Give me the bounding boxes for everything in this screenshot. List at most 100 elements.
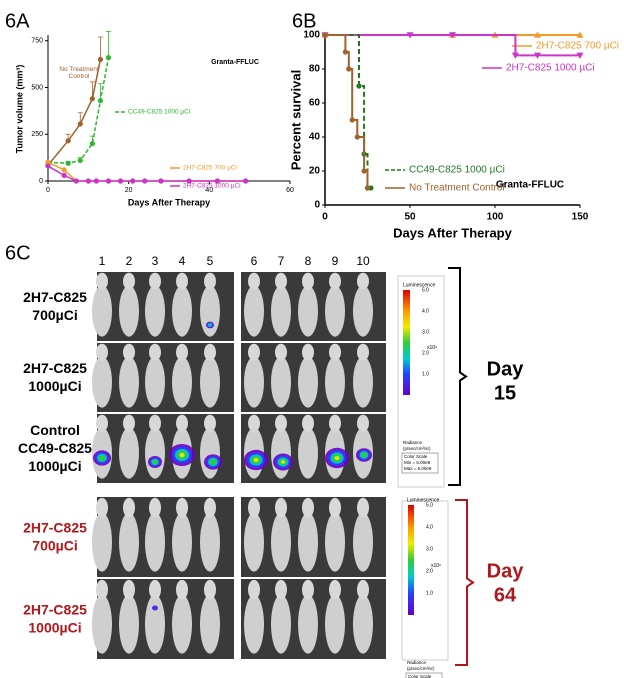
legend-label: CC49-C825 1000 µCi	[128, 109, 190, 116]
data-point	[322, 32, 328, 38]
mouse-head	[149, 414, 161, 432]
y-tick-label: 0	[314, 200, 320, 211]
mouse-head	[204, 414, 216, 432]
mouse-body	[298, 594, 318, 654]
x-tick-label: 40	[205, 187, 213, 194]
mouse-head	[96, 343, 108, 361]
error-bar	[89, 81, 95, 99]
colorbar-unit: (p/sec/cm²/sr)	[407, 666, 435, 671]
data-point	[105, 178, 112, 184]
data-point	[65, 138, 71, 144]
data-point	[511, 52, 519, 59]
mouse-head	[275, 579, 287, 600]
signal	[334, 455, 340, 461]
mouse-head	[302, 414, 314, 432]
legend-entry: No Treatment Control	[59, 66, 99, 81]
mouse-head	[357, 414, 369, 432]
mouse-body	[119, 427, 139, 479]
mouse-head	[96, 272, 108, 290]
data-point	[364, 185, 371, 191]
column-label: 6	[251, 254, 258, 268]
x-axis-label: Days After Therapy	[393, 225, 512, 240]
signal	[253, 457, 259, 463]
mouse-body	[353, 356, 373, 408]
data-point	[354, 134, 360, 140]
day-label: 15	[494, 382, 516, 404]
y-tick-label: 20	[309, 166, 321, 177]
x-tick-label: 100	[487, 212, 504, 223]
mouse-body	[325, 285, 345, 337]
row-label: 2H7-C825	[23, 602, 87, 618]
mouse-head	[204, 343, 216, 361]
colorbar-title: Luminescence	[407, 497, 439, 503]
mouse-head	[329, 579, 341, 600]
mouse-body	[119, 285, 139, 337]
column-label: 5	[207, 254, 214, 268]
x-tick-label: 0	[46, 187, 50, 194]
data-point	[97, 56, 104, 63]
mouse-head	[176, 579, 188, 600]
row-label: CC49-C825	[18, 440, 92, 456]
colorbar-unit: Radiance	[407, 660, 427, 665]
x-tick-label: 150	[572, 212, 589, 223]
data-point	[449, 32, 456, 39]
mouse-body	[145, 285, 165, 337]
mouse-body	[244, 594, 264, 654]
mouse-body	[172, 356, 192, 408]
mouse-head	[329, 272, 341, 290]
mouse-body	[353, 285, 373, 337]
annotation: Granta-FFLUC	[211, 59, 259, 66]
mouse-body	[271, 594, 291, 654]
scale-box	[401, 452, 439, 474]
row-label: 2H7-C825	[23, 360, 87, 376]
data-point	[130, 178, 136, 184]
data-point	[85, 178, 91, 184]
data-point	[65, 160, 71, 166]
data-point	[97, 97, 104, 104]
column-label: 2	[126, 254, 133, 268]
mouse-head	[123, 272, 135, 290]
data-point	[406, 32, 414, 39]
data-point	[356, 83, 362, 89]
mouse-head	[176, 343, 188, 361]
mouse-body	[172, 512, 192, 572]
data-point	[576, 31, 584, 38]
colorbar-tick: 1.0	[426, 590, 433, 596]
mouse-head	[123, 414, 135, 432]
data-point	[89, 140, 95, 147]
mouse-body	[145, 356, 165, 408]
mouse-body	[200, 594, 220, 654]
series-line	[325, 34, 369, 188]
signal	[281, 460, 285, 464]
day-label: Day	[487, 358, 525, 380]
colorbar-tick: 3.0	[422, 329, 429, 335]
signal	[152, 459, 158, 465]
y-tick-label: 250	[31, 131, 43, 138]
mouse-head	[275, 343, 287, 361]
mouse-body	[92, 356, 112, 408]
mouse-body	[271, 285, 291, 337]
mouse-body	[172, 594, 192, 654]
mouse-head	[204, 497, 216, 518]
mouse-body	[200, 356, 220, 408]
panel-label: 6B	[292, 10, 316, 32]
colorbar-title: Luminescence	[403, 282, 435, 288]
mouse-body	[119, 356, 139, 408]
mouse-head	[357, 343, 369, 361]
mouse-body	[298, 427, 318, 479]
mouse-head	[96, 579, 108, 600]
data-point	[77, 157, 83, 164]
mouse-body	[92, 285, 112, 337]
data-point	[158, 178, 164, 184]
mouse-body	[244, 512, 264, 572]
scale-box	[405, 672, 443, 678]
day-label: 64	[494, 584, 517, 606]
mouse-head	[248, 414, 260, 432]
mouse-body	[92, 594, 112, 654]
series-line	[47, 57, 110, 164]
mouse-head	[96, 414, 108, 432]
legend-label: No Treatment Control	[59, 66, 99, 81]
row-label: 1000µCi	[28, 620, 81, 636]
data-point	[61, 172, 67, 178]
